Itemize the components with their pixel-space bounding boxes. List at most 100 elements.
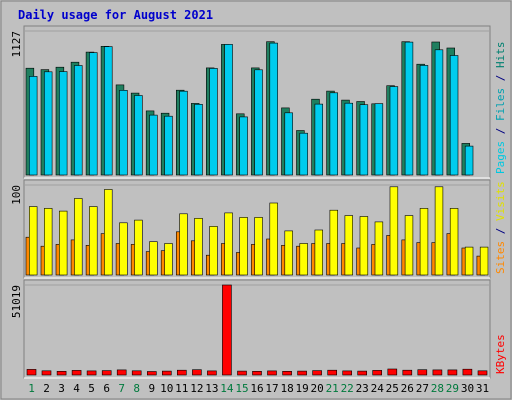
bar-kbytes-4 bbox=[71, 370, 82, 376]
day-label-11: 11 bbox=[175, 382, 188, 395]
bar-kbytes-17 bbox=[267, 370, 277, 376]
day-label-25: 25 bbox=[386, 382, 399, 395]
bar-files-27 bbox=[419, 65, 429, 176]
bar-files-3 bbox=[58, 71, 68, 176]
panel-visits-ymax-label: 100 bbox=[10, 185, 23, 205]
day-label-26: 26 bbox=[401, 382, 414, 395]
bar-kbytes-13 bbox=[207, 370, 217, 376]
bar-visits-25 bbox=[389, 186, 399, 276]
panel-visits: 100 Sites / Visits bbox=[10, 179, 507, 279]
bar-visits-15 bbox=[239, 217, 248, 276]
day-labels: 1 2 3 4 5 6 7 8 9 10 11 12 13 14 15 16 17 18 19 20 21 22 23 24 2… bbox=[28, 382, 489, 395]
bar-files-14 bbox=[224, 44, 233, 176]
day-label-16: 16 bbox=[250, 382, 263, 395]
bar-files-20 bbox=[314, 103, 323, 176]
bar-kbytes-11 bbox=[177, 369, 187, 376]
bar-kbytes-6 bbox=[101, 370, 112, 376]
bar-visits-6 bbox=[104, 189, 113, 276]
panel-hits-legend-part-0: Pages bbox=[494, 141, 507, 174]
panel-kbytes: 51019 KBytes bbox=[10, 279, 507, 379]
bar-files-5 bbox=[89, 52, 98, 176]
day-label-14: 14 bbox=[220, 382, 234, 395]
bar-kbytes-8 bbox=[131, 370, 142, 376]
panel-hits-ymax-label: 1127 bbox=[10, 31, 23, 58]
bar-files-28 bbox=[434, 49, 444, 176]
day-label-7: 7 bbox=[118, 382, 125, 395]
day-label-20: 20 bbox=[310, 382, 323, 395]
bar-kbytes-19 bbox=[297, 370, 307, 376]
bar-files-11 bbox=[179, 90, 188, 176]
chart-panels: 1127 Pages / Files / Hits 100 Sites / Visit… bbox=[10, 25, 507, 379]
panel-hits-legend-part-3: / bbox=[494, 68, 507, 88]
bar-kbytes-31 bbox=[477, 370, 488, 376]
bar-files-17 bbox=[269, 42, 278, 176]
panel-hits: 1127 Pages / Files / Hits bbox=[10, 25, 507, 179]
bar-kbytes-10 bbox=[162, 370, 172, 376]
bar-files-30 bbox=[464, 145, 474, 176]
bar-files-12 bbox=[194, 104, 203, 176]
bar-visits-28 bbox=[434, 186, 444, 276]
bar-visits-26 bbox=[404, 215, 414, 276]
bar-visits-5 bbox=[89, 206, 98, 276]
bar-visits-24 bbox=[374, 221, 384, 276]
day-label-27: 27 bbox=[416, 382, 429, 395]
bar-kbytes-21 bbox=[327, 369, 338, 376]
bar-kbytes-20 bbox=[312, 370, 322, 376]
day-label-2: 2 bbox=[43, 382, 50, 395]
bar-visits-4 bbox=[74, 198, 83, 276]
bar-kbytes-29 bbox=[447, 369, 458, 376]
day-label-13: 13 bbox=[205, 382, 218, 395]
series-kbytes bbox=[26, 284, 488, 376]
day-label-19: 19 bbox=[295, 382, 308, 395]
bar-files-8 bbox=[134, 95, 143, 176]
chart-title: Daily usage for August 2021 bbox=[18, 8, 213, 22]
bar-kbytes-2 bbox=[41, 370, 52, 376]
bar-files-9 bbox=[149, 114, 158, 176]
bar-visits-27 bbox=[419, 208, 429, 276]
day-label-9: 9 bbox=[148, 382, 155, 395]
day-label-23: 23 bbox=[356, 382, 369, 395]
panel-kbytes-background bbox=[23, 279, 491, 379]
panel-kbytes-legend-label: KBytes bbox=[494, 334, 507, 374]
bar-visits-7 bbox=[119, 222, 128, 276]
panel-hits-legend-part-2: Files bbox=[494, 88, 507, 121]
bar-files-7 bbox=[119, 90, 128, 176]
bar-visits-3 bbox=[58, 210, 68, 276]
bar-kbytes-26 bbox=[402, 369, 413, 376]
panel-kbytes-ymax-label: 51019 bbox=[10, 285, 23, 318]
bar-visits-20 bbox=[314, 229, 323, 276]
bar-visits-8 bbox=[134, 219, 143, 276]
day-label-4: 4 bbox=[73, 382, 80, 395]
bar-kbytes-15 bbox=[237, 370, 247, 376]
day-label-22: 22 bbox=[341, 382, 354, 395]
day-label-1: 1 bbox=[28, 382, 35, 395]
panel-visits-legend-part-0: Sites bbox=[494, 241, 507, 274]
bar-visits-14 bbox=[224, 212, 233, 276]
bar-files-22 bbox=[344, 102, 353, 176]
bar-kbytes-3 bbox=[56, 370, 67, 376]
day-label-12: 12 bbox=[190, 382, 203, 395]
bar-visits-22 bbox=[344, 215, 353, 276]
bar-kbytes-16 bbox=[252, 370, 262, 376]
bar-files-13 bbox=[209, 68, 218, 176]
day-label-15: 15 bbox=[235, 382, 248, 395]
bar-visits-1 bbox=[28, 206, 38, 276]
day-label-17: 17 bbox=[265, 382, 278, 395]
bar-kbytes-23 bbox=[357, 370, 368, 376]
bar-visits-12 bbox=[194, 218, 203, 276]
day-label-24: 24 bbox=[371, 382, 385, 395]
bar-kbytes-25 bbox=[387, 368, 398, 376]
bar-kbytes-30 bbox=[462, 368, 473, 376]
day-label-21: 21 bbox=[326, 382, 339, 395]
bar-files-16 bbox=[254, 69, 263, 176]
bar-files-19 bbox=[299, 132, 308, 176]
bar-visits-13 bbox=[209, 226, 218, 276]
bar-files-25 bbox=[389, 86, 399, 176]
bar-files-29 bbox=[449, 55, 459, 176]
day-label-30: 30 bbox=[461, 382, 474, 395]
bar-kbytes-28 bbox=[432, 369, 443, 376]
panel-kbytes-legend-part-0: KBytes bbox=[494, 334, 507, 374]
panel-hits-legend-label: Pages / Files / Hits bbox=[494, 42, 507, 175]
day-label-8: 8 bbox=[133, 382, 140, 395]
